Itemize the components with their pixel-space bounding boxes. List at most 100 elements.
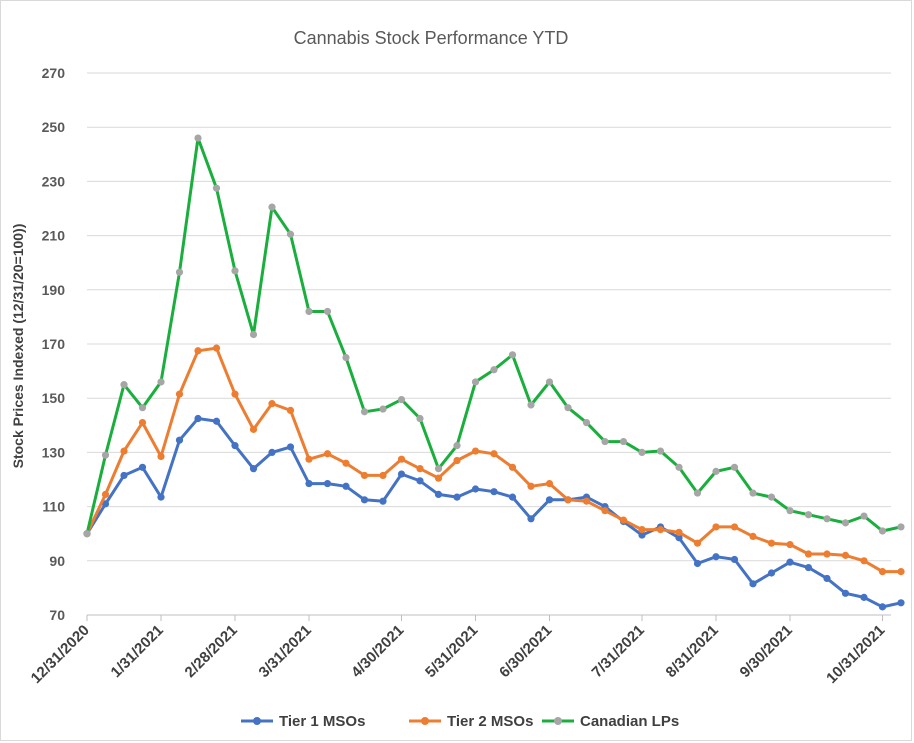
data-point <box>897 599 905 607</box>
data-point <box>286 230 295 238</box>
data-point <box>416 414 424 423</box>
series-line <box>85 136 902 535</box>
legend-item: Canadian LPs <box>542 713 679 730</box>
data-point <box>305 479 313 488</box>
data-point <box>379 497 387 505</box>
data-point <box>897 523 905 531</box>
data-point <box>841 551 850 559</box>
data-point <box>693 489 702 497</box>
data-point <box>286 406 295 414</box>
data-point <box>749 580 757 588</box>
data-point <box>582 497 591 505</box>
x-tick-label: 2/28/2021 <box>182 622 241 681</box>
series-lines <box>83 134 905 611</box>
data-point <box>101 490 110 499</box>
legend-item: Tier 1 MSOs <box>241 713 365 730</box>
data-point <box>619 437 628 446</box>
data-point <box>434 465 443 473</box>
data-point <box>527 515 535 523</box>
data-point <box>619 516 628 524</box>
data-point <box>416 477 424 485</box>
data-point <box>471 447 480 455</box>
x-tick-label: 3/31/2021 <box>256 622 315 681</box>
data-point <box>897 568 905 576</box>
data-point <box>157 378 165 386</box>
data-point <box>342 353 350 362</box>
legend-label: Canadian LPs <box>580 713 679 730</box>
data-point <box>101 451 110 459</box>
data-point <box>397 470 406 478</box>
x-tick-label: 4/30/2021 <box>348 622 407 681</box>
data-point <box>138 463 147 471</box>
data-point <box>471 485 480 493</box>
data-point <box>120 447 128 455</box>
data-point <box>786 558 794 566</box>
data-point <box>860 512 868 520</box>
x-axis-ticks: 12/31/2020 1/31/2021 2/28/2021 3/31/2021 4/3… <box>28 615 888 687</box>
data-point <box>249 330 258 339</box>
data-point <box>194 414 202 423</box>
y-axis-ticks: 70 90 110 130 150 170 190 210 230 250 270 <box>42 65 66 623</box>
series-tier-2-msos <box>83 344 905 576</box>
data-point <box>138 418 147 427</box>
data-point <box>453 456 461 465</box>
data-point <box>471 378 480 386</box>
series-line <box>85 346 901 574</box>
data-point <box>268 203 276 211</box>
data-point <box>749 489 757 497</box>
data-point <box>194 347 202 355</box>
y-tick-label: 190 <box>42 282 66 298</box>
data-point <box>878 527 887 535</box>
data-point <box>841 519 850 527</box>
series-canadian-lps <box>83 134 905 538</box>
y-axis-label: Stock Prices Indexed (12/31/20=100)) <box>10 224 26 469</box>
data-point <box>693 559 702 568</box>
legend-item: Tier 2 MSOs <box>409 713 533 730</box>
y-tick-label: 230 <box>42 173 66 189</box>
y-tick-label: 150 <box>42 390 66 406</box>
data-point <box>878 568 887 576</box>
data-point <box>508 351 517 359</box>
data-point <box>212 344 221 352</box>
data-point <box>157 493 165 501</box>
data-point <box>693 539 702 547</box>
y-tick-label: 250 <box>42 119 66 135</box>
data-point <box>138 404 147 412</box>
data-point <box>268 448 276 456</box>
data-point <box>194 134 202 142</box>
series-line <box>85 417 902 609</box>
data-point <box>120 381 128 389</box>
x-tick-label: 12/31/2020 <box>28 622 93 687</box>
data-point <box>397 395 406 404</box>
y-tick-label: 90 <box>49 553 65 569</box>
x-tick-label: 6/30/2021 <box>496 622 555 681</box>
data-point <box>508 463 517 471</box>
data-point <box>453 442 461 450</box>
data-point <box>545 378 554 386</box>
legend-label: Tier 2 MSOs <box>447 713 533 730</box>
data-point <box>323 307 332 316</box>
data-point <box>305 307 313 316</box>
data-point <box>860 593 868 601</box>
data-point <box>527 401 535 409</box>
data-point <box>286 443 295 451</box>
data-point <box>397 455 406 463</box>
data-point <box>157 452 165 461</box>
data-point <box>601 437 609 446</box>
data-point <box>675 463 683 471</box>
data-point <box>342 482 350 490</box>
y-tick-label: 170 <box>42 336 66 352</box>
data-point <box>712 467 720 475</box>
x-tick-label: 8/31/2021 <box>663 622 722 681</box>
data-point <box>878 603 887 611</box>
data-point <box>545 496 554 504</box>
x-tick-label: 5/31/2021 <box>422 622 481 681</box>
data-point <box>638 531 646 539</box>
data-point <box>434 474 443 482</box>
data-point <box>823 574 831 583</box>
data-point <box>212 417 221 425</box>
data-point <box>83 530 91 538</box>
data-point <box>212 184 221 192</box>
